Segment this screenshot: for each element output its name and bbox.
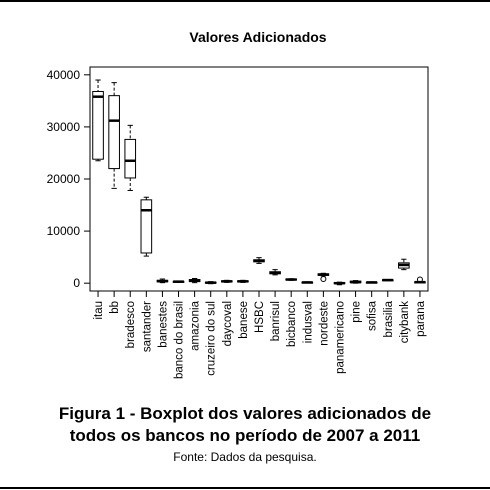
x-tick-label: HSBC	[254, 301, 266, 333]
x-tick-label: itau	[93, 301, 105, 320]
boxplot-chart: Valores Adicionados 0 10000 20000 30000 4000…	[47, 29, 429, 379]
y-tick-label: 0	[73, 276, 80, 290]
figure-caption-line-2: todos os bancos no período de 2007 a 201…	[69, 426, 421, 445]
box	[108, 95, 120, 170]
box	[92, 90, 104, 160]
y-tick-label: 10000	[47, 224, 81, 238]
y-tick-label: 20000	[47, 172, 81, 186]
x-tick-label: indusval	[302, 301, 314, 343]
plot-area: 0 10000 20000 30000 40000 itau bb bradesco santa…	[47, 66, 429, 379]
x-tick-label: santander	[141, 301, 153, 352]
y-tick-label: 40000	[47, 68, 81, 82]
x-tick-label: parana	[415, 300, 427, 336]
bottom-rule	[0, 487, 490, 489]
x-tick-label: brasilia	[383, 300, 395, 337]
x-tick-label: bradesco	[125, 301, 137, 348]
figure-source: Fonte: Dados da pesquisa.	[173, 450, 317, 464]
x-tick-label: sofisa	[367, 300, 379, 331]
x-tick-label: bb	[109, 301, 121, 314]
x-tick-label: nordeste	[318, 301, 330, 346]
box	[124, 138, 137, 179]
y-tick-label: 30000	[47, 120, 81, 134]
x-tick-label: citybank	[399, 301, 411, 343]
x-tick-label: banrisul	[270, 301, 282, 341]
box	[140, 199, 153, 254]
x-tick-label: banese	[238, 301, 250, 339]
x-tick-label: cruzeiro do sul	[206, 301, 218, 376]
x-tick-label: amazonia	[190, 300, 202, 350]
x-tick-label: banestes	[157, 301, 169, 348]
x-tick-label: bicbanco	[286, 301, 298, 347]
x-tick-label: panamericano	[334, 301, 346, 374]
top-rule	[0, 0, 490, 2]
x-tick-label: banco do brasil	[174, 301, 186, 379]
outlier-point	[320, 276, 327, 283]
figure-caption-line-1: Figura 1 - Boxplot dos valores adicionad…	[58, 404, 432, 423]
outlier-point	[416, 276, 423, 283]
chart-title: Valores Adicionados	[189, 29, 326, 45]
x-tick-label: pine	[351, 301, 363, 323]
x-tick-label: daycoval	[222, 301, 234, 346]
